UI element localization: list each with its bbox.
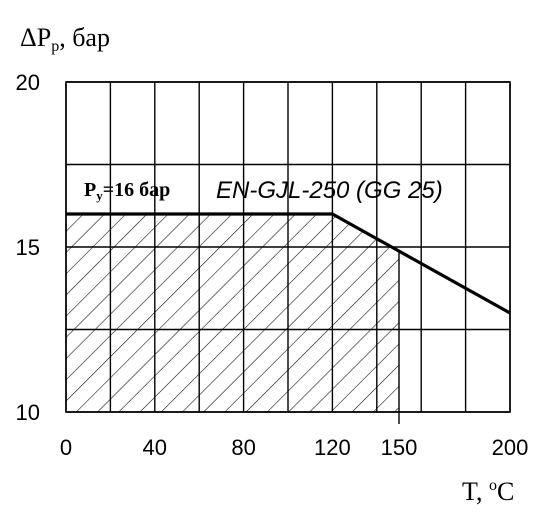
x-axis-label-superscript: о — [489, 477, 497, 494]
x-tick-label: 200 — [492, 435, 529, 460]
y-axis-label-unit: , бар — [59, 23, 110, 52]
x-tick-label: 0 — [60, 435, 72, 460]
y-axis-label-subscript: р — [51, 38, 59, 55]
y-tick-label: 10 — [16, 400, 40, 425]
series-line — [66, 212, 511, 315]
x-axis-label-unit: C — [497, 477, 514, 506]
y-tick-label: 20 — [16, 70, 40, 95]
pressure-annotation-subscript: y — [96, 188, 103, 203]
x-tick-label: 150 — [381, 435, 418, 460]
x-tick-label: 40 — [143, 435, 167, 460]
x-tick-label: 80 — [231, 435, 255, 460]
hatched-region — [66, 214, 399, 412]
material-annotation: EN-GJL-250 (GG 25) — [216, 177, 443, 204]
x-tick-label: 120 — [314, 435, 351, 460]
pressure-annotation: Py=16 бар — [84, 179, 170, 203]
plot-area: 0 40 80 120 150 200 10 15 20 — [16, 70, 529, 460]
y-axis-label: ΔPр, бар — [20, 23, 110, 55]
y-tick-label: 15 — [16, 235, 40, 260]
plot-frame — [65, 81, 511, 413]
x-axis-label: T, оC — [462, 477, 514, 506]
pressure-annotation-value: =16 бар — [103, 179, 171, 201]
